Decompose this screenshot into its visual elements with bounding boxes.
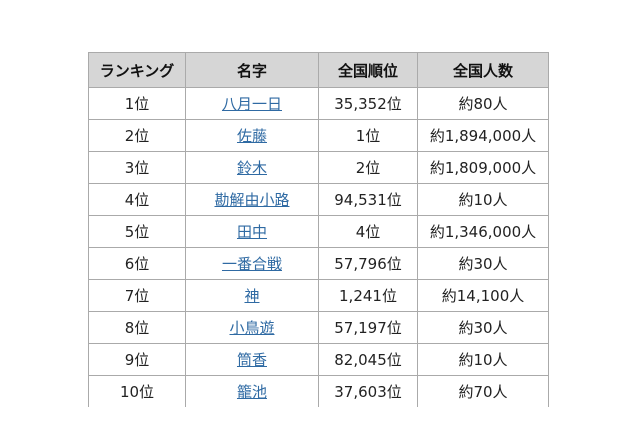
national-count-cell: 約14,100人 bbox=[417, 279, 549, 312]
national-count-cell: 約1,809,000人 bbox=[417, 151, 549, 184]
national-count-cell: 約1,346,000人 bbox=[417, 215, 549, 248]
national-count-cell: 約10人 bbox=[417, 343, 549, 376]
national-rank-cell: 1位 bbox=[318, 119, 418, 152]
national-rank-cell: 57,197位 bbox=[318, 311, 418, 344]
table-header: ランキング 名字 全国順位 全国人数 bbox=[88, 52, 549, 88]
national-rank-cell: 2位 bbox=[318, 151, 418, 184]
national-rank-cell: 82,045位 bbox=[318, 343, 418, 376]
rank-cell: 2位 bbox=[88, 119, 186, 152]
rank-cell: 8位 bbox=[88, 311, 186, 344]
national-count-cell: 約10人 bbox=[417, 183, 549, 216]
surname-link[interactable]: 筒香 bbox=[236, 351, 267, 369]
header-national-rank: 全国順位 bbox=[318, 52, 418, 88]
surname-cell: 鈴木 bbox=[185, 151, 319, 184]
national-count-cell: 約30人 bbox=[417, 247, 549, 280]
table-row: 8位 小鳥遊 57,197位 約30人 bbox=[88, 311, 549, 344]
surname-cell: 勘解由小路 bbox=[185, 183, 319, 216]
header-national-count: 全国人数 bbox=[417, 52, 549, 88]
national-count-cell: 約70人 bbox=[417, 375, 549, 407]
surname-cell: 小鳥遊 bbox=[185, 311, 319, 344]
national-rank-cell: 37,603位 bbox=[318, 375, 418, 407]
surname-link[interactable]: 神 bbox=[244, 287, 260, 305]
rank-cell: 9位 bbox=[88, 343, 186, 376]
rank-cell: 6位 bbox=[88, 247, 186, 280]
surname-cell: 筒香 bbox=[185, 343, 319, 376]
rank-cell: 4位 bbox=[88, 183, 186, 216]
surname-link[interactable]: 勘解由小路 bbox=[214, 191, 290, 209]
table-row: 10位 籠池 37,603位 約70人 bbox=[88, 375, 549, 407]
surname-link[interactable]: 佐藤 bbox=[236, 127, 267, 145]
table-row: 1位 八月一日 35,352位 約80人 bbox=[88, 87, 549, 120]
surname-link[interactable]: 籠池 bbox=[236, 383, 267, 401]
surname-ranking-table: ランキング 名字 全国順位 全国人数 1位 八月一日 35,352位 約80人 … bbox=[88, 52, 549, 407]
national-rank-cell: 4位 bbox=[318, 215, 418, 248]
table-row: 5位 田中 4位 約1,346,000人 bbox=[88, 215, 549, 248]
surname-link[interactable]: 鈴木 bbox=[236, 159, 267, 177]
table-body: 1位 八月一日 35,352位 約80人 2位 佐藤 1位 約1,894,000… bbox=[88, 87, 549, 407]
header-row: ランキング 名字 全国順位 全国人数 bbox=[88, 52, 549, 88]
table-row: 2位 佐藤 1位 約1,894,000人 bbox=[88, 119, 549, 152]
surname-link[interactable]: 小鳥遊 bbox=[229, 319, 275, 337]
national-rank-cell: 35,352位 bbox=[318, 87, 418, 120]
surname-link[interactable]: 田中 bbox=[236, 223, 267, 241]
national-count-cell: 約30人 bbox=[417, 311, 549, 344]
national-rank-cell: 57,796位 bbox=[318, 247, 418, 280]
surname-link[interactable]: 八月一日 bbox=[221, 95, 282, 113]
surname-cell: 佐藤 bbox=[185, 119, 319, 152]
rank-cell: 1位 bbox=[88, 87, 186, 120]
table-row: 3位 鈴木 2位 約1,809,000人 bbox=[88, 151, 549, 184]
national-rank-cell: 1,241位 bbox=[318, 279, 418, 312]
table-row: 9位 筒香 82,045位 約10人 bbox=[88, 343, 549, 376]
rank-cell: 5位 bbox=[88, 215, 186, 248]
surname-cell: 籠池 bbox=[185, 375, 319, 407]
header-surname: 名字 bbox=[185, 52, 319, 88]
surname-cell: 八月一日 bbox=[185, 87, 319, 120]
surname-link[interactable]: 一番合戦 bbox=[221, 255, 282, 273]
table-row: 4位 勘解由小路 94,531位 約10人 bbox=[88, 183, 549, 216]
table-row: 7位 神 1,241位 約14,100人 bbox=[88, 279, 549, 312]
national-rank-cell: 94,531位 bbox=[318, 183, 418, 216]
table-row: 6位 一番合戦 57,796位 約30人 bbox=[88, 247, 549, 280]
header-ranking: ランキング bbox=[88, 52, 186, 88]
rank-cell: 3位 bbox=[88, 151, 186, 184]
surname-cell: 一番合戦 bbox=[185, 247, 319, 280]
surname-cell: 神 bbox=[185, 279, 319, 312]
rank-cell: 10位 bbox=[88, 375, 186, 407]
rank-cell: 7位 bbox=[88, 279, 186, 312]
national-count-cell: 約80人 bbox=[417, 87, 549, 120]
surname-cell: 田中 bbox=[185, 215, 319, 248]
national-count-cell: 約1,894,000人 bbox=[417, 119, 549, 152]
